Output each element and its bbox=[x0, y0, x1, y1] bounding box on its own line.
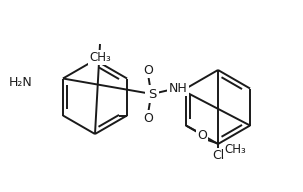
Text: Cl: Cl bbox=[212, 149, 224, 162]
Text: NH: NH bbox=[169, 81, 187, 94]
Text: CH₃: CH₃ bbox=[89, 51, 111, 64]
Text: O: O bbox=[197, 129, 207, 142]
Text: O: O bbox=[143, 112, 153, 124]
Text: O: O bbox=[143, 64, 153, 76]
Text: H₂N: H₂N bbox=[8, 75, 32, 89]
Text: CH₃: CH₃ bbox=[224, 143, 246, 156]
Text: S: S bbox=[148, 88, 156, 100]
